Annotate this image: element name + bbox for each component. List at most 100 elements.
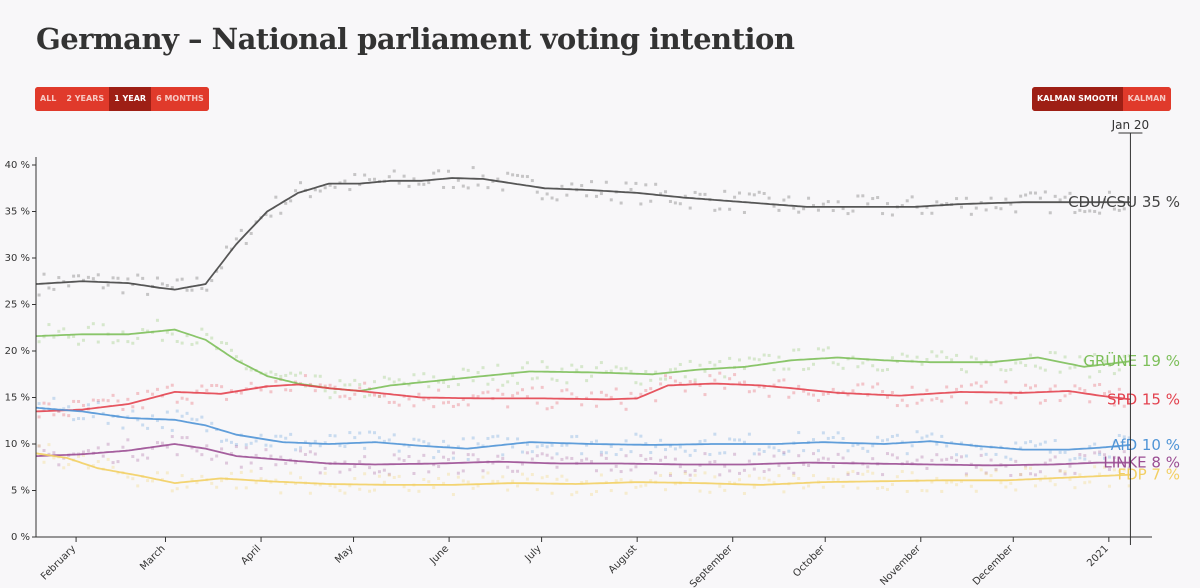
poll-point-grüne	[234, 355, 238, 359]
y-tick-label: 20 %	[5, 346, 30, 357]
poll-point-grüne	[185, 334, 189, 338]
poll-point-cdu/csu	[723, 189, 727, 193]
poll-point-spd	[377, 394, 381, 398]
range-6-months-button[interactable]: 6 MONTHS	[151, 87, 209, 111]
poll-point-cdu/csu	[180, 277, 184, 281]
poll-point-afd	[67, 405, 71, 409]
poll-point-spd	[1112, 403, 1116, 407]
poll-point-afd	[1117, 433, 1121, 437]
poll-point-fdp	[111, 465, 115, 469]
poll-point-afd	[984, 452, 988, 456]
poll-point-cdu/csu	[836, 200, 840, 204]
poll-point-afd	[836, 431, 840, 435]
poll-point-afd	[698, 439, 702, 443]
kalman-smooth-button[interactable]: KALMAN SMOOTH	[1032, 87, 1123, 111]
poll-point-afd	[501, 453, 505, 457]
y-tick-label: 35 %	[5, 207, 30, 218]
poll-point-cdu/csu	[1078, 208, 1082, 212]
poll-point-cdu/csu	[185, 288, 189, 292]
poll-point-linke	[654, 471, 658, 475]
poll-point-fdp	[1038, 478, 1042, 482]
poll-point-cdu/csu	[1093, 209, 1097, 213]
poll-point-linke	[1103, 453, 1107, 457]
poll-point-grüne	[792, 348, 796, 352]
poll-point-spd	[284, 388, 288, 392]
poll-point-cdu/csu	[72, 274, 76, 278]
poll-point-linke	[644, 457, 648, 461]
date-cursor[interactable]: Jan 20	[1111, 118, 1150, 545]
poll-point-fdp	[920, 489, 924, 493]
poll-point-grüne	[1043, 368, 1047, 372]
range-all-button[interactable]: ALL	[35, 87, 62, 111]
poll-point-fdp	[254, 481, 258, 485]
poll-point-afd	[846, 449, 850, 453]
poll-point-linke	[1127, 466, 1131, 470]
kalman-button[interactable]: KALMAN	[1122, 87, 1171, 111]
poll-point-linke	[1093, 451, 1097, 455]
poll-point-linke	[160, 441, 164, 445]
poll-point-grüne	[229, 348, 233, 352]
poll-point-linke	[220, 447, 224, 451]
poll-point-linke	[718, 473, 722, 477]
poll-point-cdu/csu	[47, 286, 51, 290]
poll-point-grüne	[841, 366, 845, 370]
poll-point-spd	[1053, 384, 1057, 388]
poll-point-afd	[664, 448, 668, 452]
poll-point-cdu/csu	[782, 198, 786, 202]
poll-point-fdp	[402, 485, 406, 489]
poll-point-linke	[126, 438, 130, 442]
range-1-year-button[interactable]: 1 YEAR	[109, 87, 152, 111]
poll-point-fdp	[940, 489, 944, 493]
poll-point-spd	[121, 407, 125, 411]
poll-point-fdp	[397, 474, 401, 478]
poll-point-fdp	[432, 486, 436, 490]
poll-point-fdp	[234, 486, 238, 490]
poll-point-fdp	[516, 484, 520, 488]
poll-point-cdu/csu	[767, 196, 771, 200]
poll-point-cdu/csu	[979, 201, 983, 205]
poll-point-fdp	[338, 489, 342, 493]
poll-point-afd	[881, 439, 885, 443]
poll-point-fdp	[649, 479, 653, 483]
range-2-years-button[interactable]: 2 YEARS	[61, 87, 110, 111]
poll-point-cdu/csu	[111, 276, 115, 280]
poll-point-afd	[816, 449, 820, 453]
poll-point-afd	[708, 453, 712, 457]
poll-point-linke	[254, 453, 258, 457]
poll-point-grüne	[220, 341, 224, 345]
poll-point-grüne	[116, 339, 120, 343]
poll-point-cdu/csu	[264, 213, 268, 217]
poll-point-afd	[545, 445, 549, 449]
poll-point-grüne	[525, 361, 529, 365]
poll-point-fdp	[673, 482, 677, 486]
poll-point-cdu/csu	[530, 179, 534, 183]
poll-point-grüne	[678, 362, 682, 366]
trend-line-fdp	[35, 452, 1131, 486]
poll-point-linke	[792, 471, 796, 475]
poll-point-linke	[821, 456, 825, 460]
poll-point-linke	[417, 459, 421, 463]
poll-point-spd	[220, 385, 224, 389]
poll-point-cdu/csu	[343, 179, 347, 183]
poll-point-cdu/csu	[905, 199, 909, 203]
poll-point-fdp	[195, 481, 199, 485]
poll-point-spd	[787, 395, 791, 399]
poll-point-cdu/csu	[974, 206, 978, 210]
poll-point-linke	[151, 446, 155, 450]
poll-point-fdp	[797, 476, 801, 480]
poll-point-spd	[111, 393, 115, 397]
poll-point-linke	[881, 473, 885, 477]
poll-point-spd	[372, 393, 376, 397]
poll-point-grüne	[77, 342, 81, 346]
poll-point-linke	[535, 454, 539, 458]
poll-point-spd	[821, 392, 825, 396]
poll-point-cdu/csu	[1043, 190, 1047, 194]
poll-point-spd	[387, 400, 391, 404]
poll-point-linke	[570, 456, 574, 460]
poll-point-spd	[525, 395, 529, 399]
poll-point-afd	[72, 418, 76, 422]
poll-point-grüne	[520, 366, 524, 370]
poll-point-linke	[550, 456, 554, 460]
poll-point-linke	[693, 469, 697, 473]
x-tick-label-may: May	[333, 543, 355, 565]
